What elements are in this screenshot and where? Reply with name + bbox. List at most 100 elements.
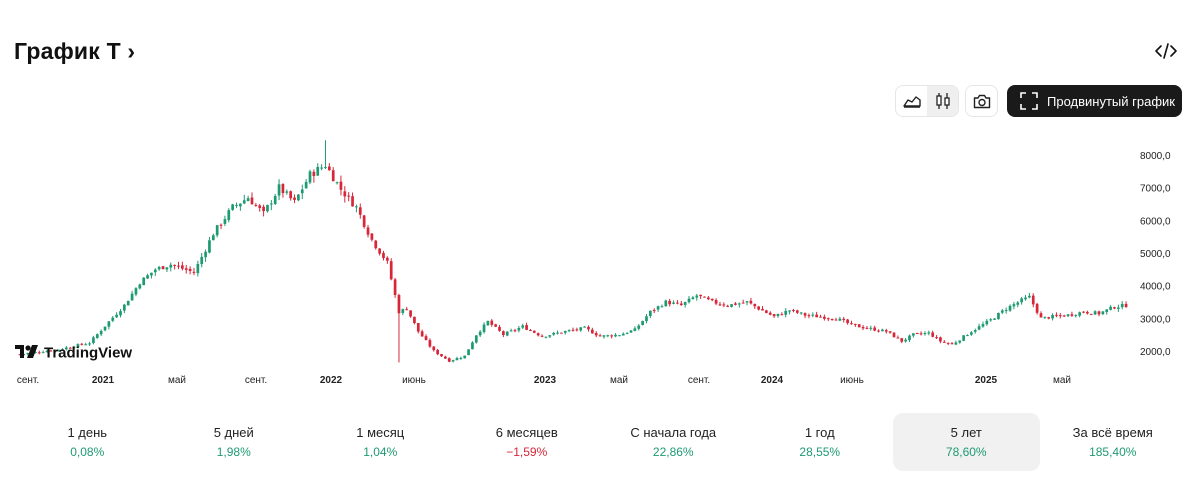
candle — [761, 306, 764, 311]
candle — [668, 298, 672, 307]
chart-type-toggle — [895, 85, 959, 117]
candle — [629, 330, 633, 333]
candle-body — [76, 344, 80, 348]
area-chart-icon — [902, 96, 921, 108]
candlestick-button[interactable] — [927, 86, 958, 116]
candle-body — [1047, 317, 1051, 319]
period-tab[interactable]: С начала года 22,86% — [600, 413, 747, 471]
candle — [382, 250, 385, 261]
candle-body — [652, 310, 656, 312]
candle-body — [231, 204, 235, 210]
candle — [563, 330, 567, 335]
candle — [227, 208, 231, 223]
candle-body — [1109, 306, 1112, 310]
candle-body — [92, 337, 95, 344]
candle-body — [316, 166, 320, 176]
candle — [126, 300, 130, 306]
candle-body — [157, 266, 161, 270]
candle-body — [150, 272, 153, 276]
candle — [776, 313, 780, 318]
candle-body — [792, 309, 795, 311]
candle-body — [807, 315, 811, 317]
x-tick-label: сент. — [245, 375, 267, 386]
candle — [1078, 311, 1082, 318]
x-tick-label: май — [168, 375, 186, 386]
candle-body — [41, 352, 45, 354]
candle — [722, 302, 726, 308]
code-icon[interactable] — [1154, 40, 1178, 62]
candle-body — [471, 342, 474, 350]
candle — [714, 298, 718, 306]
candle — [397, 293, 401, 363]
candle-body — [648, 310, 652, 316]
candle-body — [919, 333, 923, 335]
candle — [594, 331, 598, 338]
candle — [652, 308, 656, 314]
candle-body — [490, 320, 494, 325]
candle — [1105, 309, 1109, 315]
candle-body — [173, 264, 176, 266]
candle-body — [269, 203, 273, 205]
tradingview-mark-dot — [25, 345, 31, 351]
period-tab[interactable]: За всё время 185,40% — [1040, 413, 1187, 471]
x-tick-label: май — [1053, 375, 1071, 386]
period-tab[interactable]: 6 месяцев −1,59% — [454, 413, 601, 471]
candle-body — [1116, 307, 1120, 309]
candle-body — [900, 338, 904, 342]
period-tab[interactable]: 5 дней 1,98% — [161, 413, 308, 471]
candle — [1097, 310, 1101, 317]
candle — [734, 302, 737, 306]
candle-body — [107, 321, 111, 327]
advanced-chart-label: Продвинутый график — [1047, 93, 1175, 109]
candle-body — [1078, 312, 1082, 316]
candle — [939, 336, 942, 344]
period-selector: 1 день 0,08% 5 дней 1,98% 1 месяц 1,04% 6 меся… — [14, 413, 1186, 471]
advanced-chart-button[interactable]: Продвинутый график — [1007, 85, 1182, 117]
candle-body — [610, 335, 614, 337]
candle — [877, 329, 880, 333]
candle — [331, 167, 335, 182]
candle — [853, 323, 857, 327]
candle-body — [358, 207, 362, 215]
candle-body — [331, 170, 335, 182]
candle-body — [181, 265, 184, 269]
period-tab[interactable]: 5 лет 78,60% — [893, 413, 1040, 471]
candle-body — [892, 332, 896, 338]
candle-body — [679, 303, 683, 306]
area-chart-button[interactable] — [896, 86, 927, 116]
y-tick-label: 7000,0 — [1140, 184, 1171, 195]
candle — [123, 303, 126, 314]
candle-body — [324, 167, 327, 169]
candle-body — [405, 309, 409, 311]
candle — [590, 327, 594, 334]
period-change: −1,59% — [506, 445, 548, 459]
snapshot-button[interactable] — [965, 85, 998, 117]
candle — [343, 186, 347, 203]
candle-body — [223, 219, 227, 224]
candle-body — [53, 349, 57, 352]
candle — [757, 305, 760, 311]
candle — [239, 203, 242, 211]
candle — [432, 345, 436, 352]
candle-body — [235, 204, 238, 206]
period-tab[interactable]: 1 год 28,55% — [747, 413, 894, 471]
page-title[interactable]: График T › — [14, 38, 135, 65]
candle-body — [753, 303, 757, 307]
candle — [614, 333, 617, 338]
candle — [625, 332, 629, 335]
period-tab[interactable]: 1 день 0,08% — [14, 413, 161, 471]
candle — [1051, 313, 1054, 321]
period-tab[interactable]: 1 месяц 1,04% — [307, 413, 454, 471]
candle-body — [637, 325, 641, 329]
candle-body — [718, 304, 722, 306]
candle-body — [312, 171, 316, 176]
candle — [973, 328, 977, 334]
tradingview-mark — [15, 345, 24, 358]
candle-body — [428, 340, 432, 347]
candle — [320, 164, 323, 171]
candle-body — [548, 335, 552, 337]
candle — [196, 260, 200, 277]
price-chart[interactable]: 8000,0 7000,0 6000,0 5000,0 4000,0 3000,0 2000… — [0, 130, 1200, 390]
candle — [173, 264, 176, 270]
candle — [386, 256, 389, 264]
